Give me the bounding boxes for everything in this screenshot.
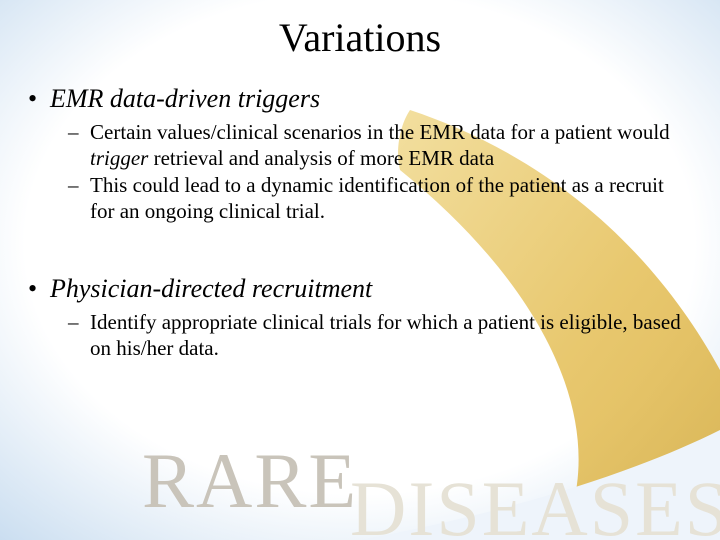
- watermark-rare: RARE: [142, 437, 358, 524]
- watermark-diseases: DISEASES: [350, 465, 720, 540]
- bullet-text: Certain values/clinical scenarios in the…: [90, 120, 682, 171]
- slide-title: Variations: [0, 14, 720, 61]
- spacer: [28, 226, 692, 268]
- bullet-text: Identify appropriate clinical trials for…: [90, 310, 682, 361]
- bullet-dot-icon: •: [28, 274, 50, 304]
- bullet-dash-icon: –: [68, 173, 90, 199]
- bullet-l2: – Identify appropriate clinical trials f…: [68, 310, 682, 361]
- bullet-l1: • EMR data-driven triggers: [28, 84, 692, 114]
- bullet-text-pre: Certain values/clinical scenarios in the…: [90, 120, 670, 144]
- bullet-dash-icon: –: [68, 310, 90, 336]
- slide-body: • EMR data-driven triggers – Certain val…: [28, 78, 692, 364]
- bullet-text: Physician-directed recruitment: [50, 274, 372, 304]
- bullet-dot-icon: •: [28, 84, 50, 114]
- bullet-text: This could lead to a dynamic identificat…: [90, 173, 682, 224]
- bullet-text-post: retrieval and analysis of more EMR data: [148, 146, 494, 170]
- bullet-l2: – This could lead to a dynamic identific…: [68, 173, 682, 224]
- bullet-l1: • Physician-directed recruitment: [28, 274, 692, 304]
- bullet-text-italic: trigger: [90, 146, 148, 170]
- bullet-text: EMR data-driven triggers: [50, 84, 320, 114]
- watermark: RAREDISEASES: [142, 436, 720, 526]
- bullet-dash-icon: –: [68, 120, 90, 146]
- slide: RAREDISEASES Variations • EMR data-drive…: [0, 0, 720, 540]
- bullet-l2: – Certain values/clinical scenarios in t…: [68, 120, 682, 171]
